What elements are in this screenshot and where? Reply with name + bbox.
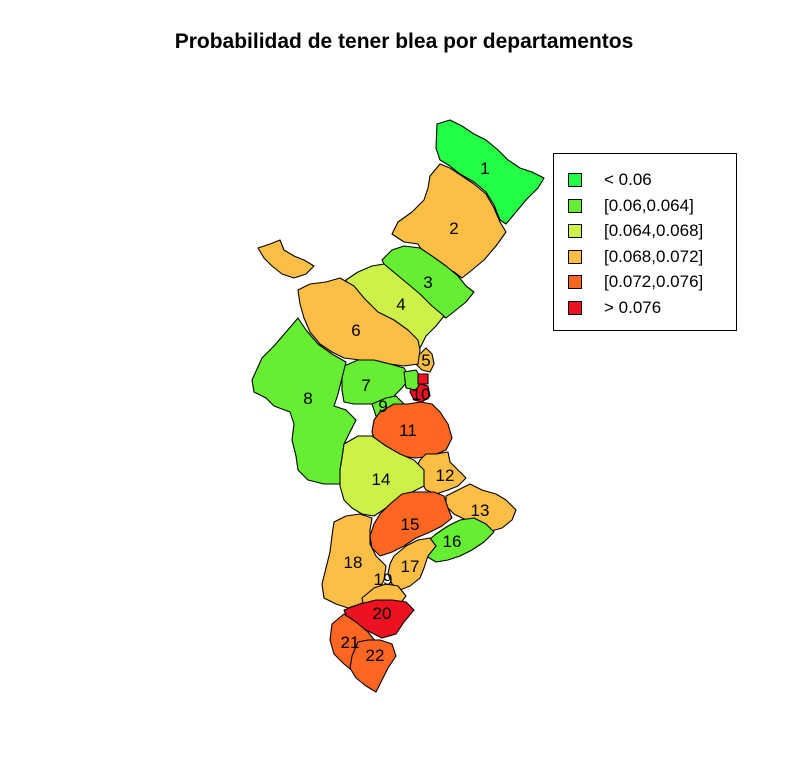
department-label-10: 10 [412, 385, 431, 404]
department-label-5: 5 [421, 351, 430, 370]
legend-swatch [568, 275, 582, 289]
legend-swatch [568, 224, 582, 238]
legend-label: < 0.06 [604, 170, 652, 189]
department-label-11: 11 [399, 421, 417, 440]
department-label-14: 14 [372, 470, 391, 489]
department-region-17[interactable] [387, 537, 437, 591]
department-region-6[interactable] [297, 277, 421, 367]
legend-swatch [568, 173, 582, 187]
department-label-9: 9 [378, 397, 387, 416]
legend-label: [0.072,0.076] [604, 272, 704, 291]
legend: < 0.06 [0.06,0.064] [0.064,0.068] [0.068,0.… [553, 153, 737, 331]
legend-item: [0.068,0.072] [568, 247, 703, 267]
legend-item: [0.06,0.064] [568, 196, 694, 216]
legend-item: [0.072,0.076] [568, 272, 703, 292]
department-label-1: 1 [480, 159, 489, 178]
legend-label: [0.06,0.064] [604, 195, 694, 215]
department-label-15: 15 [401, 515, 420, 534]
department-label-8: 8 [303, 389, 312, 408]
department-label-19: 19 [374, 570, 393, 589]
department-label-12: 12 [436, 466, 455, 485]
legend-swatch [568, 198, 582, 213]
department-region-13[interactable] [445, 483, 517, 533]
department-label-3: 3 [423, 273, 432, 292]
department-label-22: 22 [366, 646, 385, 665]
legend-item: > 0.076 [568, 298, 661, 318]
department-label-16: 16 [443, 532, 462, 551]
department-label-13: 13 [471, 501, 490, 520]
department-region-6b[interactable] [257, 239, 315, 279]
department-region-1[interactable] [435, 119, 545, 225]
department-region-2[interactable] [391, 163, 507, 279]
department-label-18: 18 [344, 553, 363, 572]
legend-label: [0.068,0.072] [604, 246, 704, 266]
department-label-6: 6 [351, 321, 360, 340]
map-title: Probabilidad de tener blea por departame… [174, 30, 634, 53]
legend-label: > 0.076 [604, 297, 662, 317]
department-label-17: 17 [401, 557, 420, 576]
department-label-2: 2 [449, 219, 458, 238]
department-label-21: 21 [341, 633, 360, 652]
department-region-5[interactable] [415, 347, 435, 373]
department-region-10b[interactable] [417, 373, 429, 385]
department-label-20: 20 [373, 604, 392, 623]
legend-swatch [568, 300, 582, 315]
legend-swatch [568, 249, 582, 264]
department-label-4: 4 [396, 295, 405, 314]
department-region-22[interactable] [349, 639, 397, 693]
department-label-7: 7 [361, 376, 370, 395]
department-region-16[interactable] [423, 517, 495, 563]
legend-item: < 0.06 [568, 170, 652, 190]
department-region-7[interactable] [341, 359, 411, 405]
legend-label: [0.064,0.068] [604, 221, 704, 240]
legend-item: [0.064,0.068] [568, 221, 703, 241]
